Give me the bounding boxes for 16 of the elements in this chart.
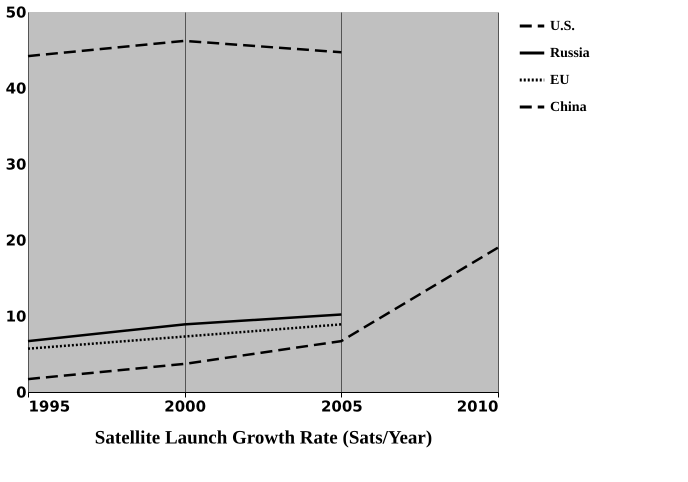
- x-tick-label: 2000: [164, 398, 206, 416]
- y-tick-label: 0: [16, 384, 26, 402]
- legend-label: EU: [550, 73, 570, 88]
- y-tick-label: 40: [6, 80, 26, 98]
- legend-label: Russia: [550, 46, 590, 61]
- y-tick-label: 50: [6, 4, 26, 22]
- x-tick-label: 2010: [456, 398, 498, 416]
- y-tick-label: 20: [6, 232, 26, 250]
- x-tick-label: 2005: [320, 398, 363, 416]
- line-series: [26, 246, 500, 380]
- x-tick-label: 1995: [28, 398, 70, 416]
- y-tick-label: 30: [6, 156, 26, 174]
- x-axis-title: Satellite Launch Growth Rate (Sats/Year): [94, 428, 432, 448]
- legend-label: China: [550, 100, 587, 115]
- y-tick-label: 10: [6, 308, 26, 326]
- legend-label: U.S.: [550, 19, 575, 34]
